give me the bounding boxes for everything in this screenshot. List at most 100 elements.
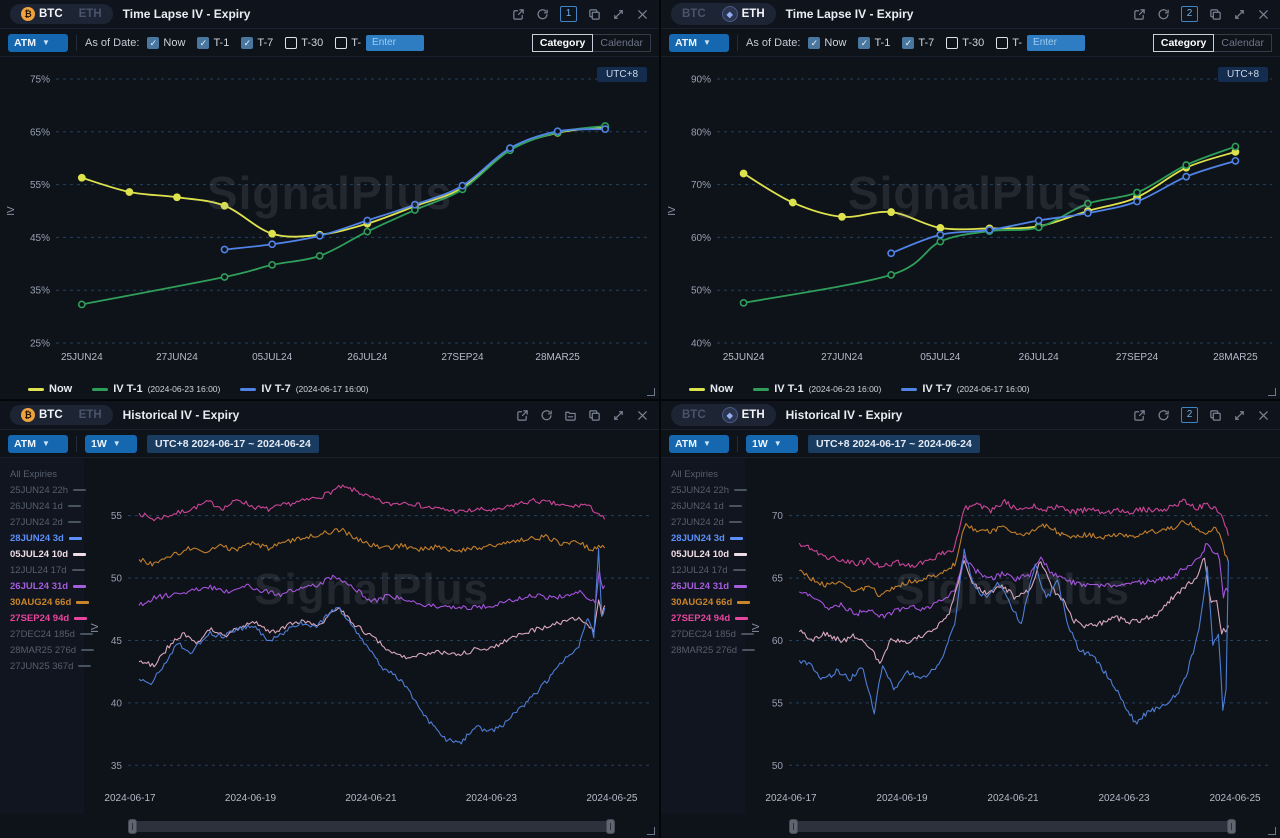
resize-corner-handle[interactable] — [647, 827, 655, 835]
checkbox-unchecked-icon[interactable] — [946, 36, 959, 49]
close-icon[interactable] — [636, 409, 649, 422]
checkbox-checked-icon[interactable]: ✓ — [147, 36, 160, 49]
zoom-slider-track[interactable] — [789, 819, 1236, 834]
legend-item-iv-t-1[interactable]: IV T-1 (2024-06-23 16:00) — [92, 383, 220, 395]
tab-btc[interactable]: BTC — [675, 7, 713, 21]
checkbox-t-1[interactable]: ✓ T-1 — [197, 36, 229, 49]
checkbox-checked-icon[interactable]: ✓ — [858, 36, 871, 49]
fullscreen-icon[interactable] — [1233, 409, 1246, 422]
checkbox-t[interactable]: T- — [335, 34, 425, 51]
checkbox-now[interactable]: ✓ Now — [147, 36, 185, 49]
expiry-item-05jul24-10d[interactable]: 05JUL24 10d — [671, 546, 748, 562]
checkbox-checked-icon[interactable]: ✓ — [902, 36, 915, 49]
expiry-item-30aug24-66d[interactable]: 30AUG24 66d — [10, 594, 90, 610]
checkbox-unchecked-icon[interactable] — [996, 36, 1009, 49]
expiry-item-27jun24-2d[interactable]: 27JUN24 2d — [10, 514, 84, 530]
expiry-item-28jun24-3d[interactable]: 28JUN24 3d — [671, 530, 745, 546]
tab-eth[interactable]: ETH — [72, 7, 109, 21]
expiry-item-all-expiries[interactable]: All Expiries — [671, 466, 745, 482]
legend-item-iv-t-1[interactable]: IV T-1 (2024-06-23 16:00) — [753, 383, 881, 395]
expiry-item-12jul24-17d[interactable]: 12JUL24 17d — [671, 562, 746, 578]
iv-chart-svg[interactable]: 25% 35% 45% 55% 65% 75% IV 25JUN24 27JUN24 05JUL2… — [0, 57, 659, 377]
checkbox-checked-icon[interactable]: ✓ — [241, 36, 254, 49]
atm-select[interactable]: ATM ▼ — [8, 434, 68, 453]
calendar-button[interactable]: Calendar — [592, 33, 651, 52]
checkbox-t-7[interactable]: ✓ T-7 — [902, 36, 934, 49]
window-count-badge[interactable]: 2 — [1181, 407, 1198, 423]
atm-select[interactable]: ATM ▼ — [8, 33, 68, 52]
tab-eth[interactable]: ◆ ETH — [715, 406, 772, 424]
custom-days-input[interactable] — [1027, 34, 1086, 51]
expiry-item-26jun24-1d[interactable]: 26JUN24 1d — [10, 498, 84, 514]
tab-btc[interactable]: BTC — [675, 408, 713, 422]
duplicate-icon[interactable] — [588, 409, 601, 422]
date-range-display[interactable]: UTC+8 2024-06-17 ~ 2024-06-24 — [808, 434, 980, 453]
fullscreen-icon[interactable] — [612, 8, 625, 21]
legend-item-now[interactable]: Now — [689, 383, 733, 395]
popout-icon[interactable] — [1133, 8, 1146, 21]
calendar-button[interactable]: Calendar — [1213, 33, 1272, 52]
checkbox-t-30[interactable]: T-30 — [946, 36, 984, 49]
slider-right-handle[interactable] — [1227, 819, 1236, 834]
expiry-item-26jun24-1d[interactable]: 26JUN24 1d — [671, 498, 745, 514]
checkbox-checked-icon[interactable]: ✓ — [808, 36, 821, 49]
resize-corner-handle[interactable] — [1268, 388, 1276, 396]
expiry-item-30aug24-66d[interactable]: 30AUG24 66d — [671, 594, 751, 610]
fullscreen-icon[interactable] — [1233, 8, 1246, 21]
expiry-item-25jun24-22h[interactable]: 25JUN24 22h — [671, 482, 748, 498]
checkbox-unchecked-icon[interactable] — [285, 36, 298, 49]
duplicate-icon[interactable] — [588, 8, 601, 21]
category-button[interactable]: Category — [531, 33, 594, 52]
refresh-icon[interactable] — [1157, 409, 1170, 422]
close-icon[interactable] — [636, 8, 649, 21]
tab-eth[interactable]: ETH — [72, 408, 109, 422]
iv-chart-svg[interactable]: 35 40 45 50 55 IV 2024-06-17 2024-06-19 2024-06-… — [84, 458, 659, 814]
period-select[interactable]: 1W ▼ — [85, 434, 137, 453]
slider-left-handle[interactable] — [789, 819, 798, 834]
legend-item-iv-t-7[interactable]: IV T-7 (2024-06-17 16:00) — [901, 383, 1029, 395]
expiry-item-27dec24-185d[interactable]: 27DEC24 185d — [671, 626, 754, 642]
expiry-item-25jun24-22h[interactable]: 25JUN24 22h — [10, 482, 87, 498]
checkbox-now[interactable]: ✓ Now — [808, 36, 846, 49]
slider-right-handle[interactable] — [606, 819, 615, 834]
period-select[interactable]: 1W ▼ — [746, 434, 798, 453]
expiry-item-28jun24-3d[interactable]: 28JUN24 3d — [10, 530, 84, 546]
zoom-slider-track[interactable] — [128, 819, 615, 834]
expiry-item-27jun25-367d[interactable]: 27JUN25 367d — [10, 658, 92, 674]
refresh-icon[interactable] — [1157, 8, 1170, 21]
resize-corner-handle[interactable] — [1268, 827, 1276, 835]
expiry-item-26jul24-31d[interactable]: 26JUL24 31d — [10, 578, 87, 594]
checkbox-unchecked-icon[interactable] — [335, 36, 348, 49]
tab-btc[interactable]: ₿ BTC — [14, 6, 70, 22]
expiry-item-27dec24-185d[interactable]: 27DEC24 185d — [10, 626, 93, 642]
duplicate-icon[interactable] — [1209, 409, 1222, 422]
refresh-icon[interactable] — [540, 409, 553, 422]
close-icon[interactable] — [1257, 8, 1270, 21]
expiry-item-26jul24-31d[interactable]: 26JUL24 31d — [671, 578, 748, 594]
tab-btc[interactable]: ₿ BTC — [14, 407, 70, 423]
expiry-item-28mar25-276d[interactable]: 28MAR25 276d — [671, 642, 756, 658]
legend-item-now[interactable]: Now — [28, 383, 72, 395]
expiry-item-05jul24-10d[interactable]: 05JUL24 10d — [10, 546, 87, 562]
close-icon[interactable] — [1257, 409, 1270, 422]
folder-icon[interactable] — [564, 409, 577, 422]
expiry-item-27sep24-94d[interactable]: 27SEP24 94d — [671, 610, 749, 626]
checkbox-t-7[interactable]: ✓ T-7 — [241, 36, 273, 49]
refresh-icon[interactable] — [536, 8, 549, 21]
window-count-badge[interactable]: 2 — [1181, 6, 1198, 22]
window-count-badge[interactable]: 1 — [560, 6, 577, 22]
checkbox-t-1[interactable]: ✓ T-1 — [858, 36, 890, 49]
expiry-item-28mar25-276d[interactable]: 28MAR25 276d — [10, 642, 95, 658]
checkbox-checked-icon[interactable]: ✓ — [197, 36, 210, 49]
expiry-item-27jun24-2d[interactable]: 27JUN24 2d — [671, 514, 745, 530]
legend-item-iv-t-7[interactable]: IV T-7 (2024-06-17 16:00) — [240, 383, 368, 395]
popout-icon[interactable] — [516, 409, 529, 422]
fullscreen-icon[interactable] — [612, 409, 625, 422]
category-button[interactable]: Category — [1152, 33, 1215, 52]
expiry-item-27sep24-94d[interactable]: 27SEP24 94d — [10, 610, 88, 626]
checkbox-t-30[interactable]: T-30 — [285, 36, 323, 49]
atm-select[interactable]: ATM ▼ — [669, 434, 729, 453]
date-range-display[interactable]: UTC+8 2024-06-17 ~ 2024-06-24 — [147, 434, 319, 453]
iv-chart-svg[interactable]: 40% 50% 60% 70% 80% 90% IV 25JUN24 27JUN24 05JUL2… — [661, 57, 1280, 377]
popout-icon[interactable] — [512, 8, 525, 21]
